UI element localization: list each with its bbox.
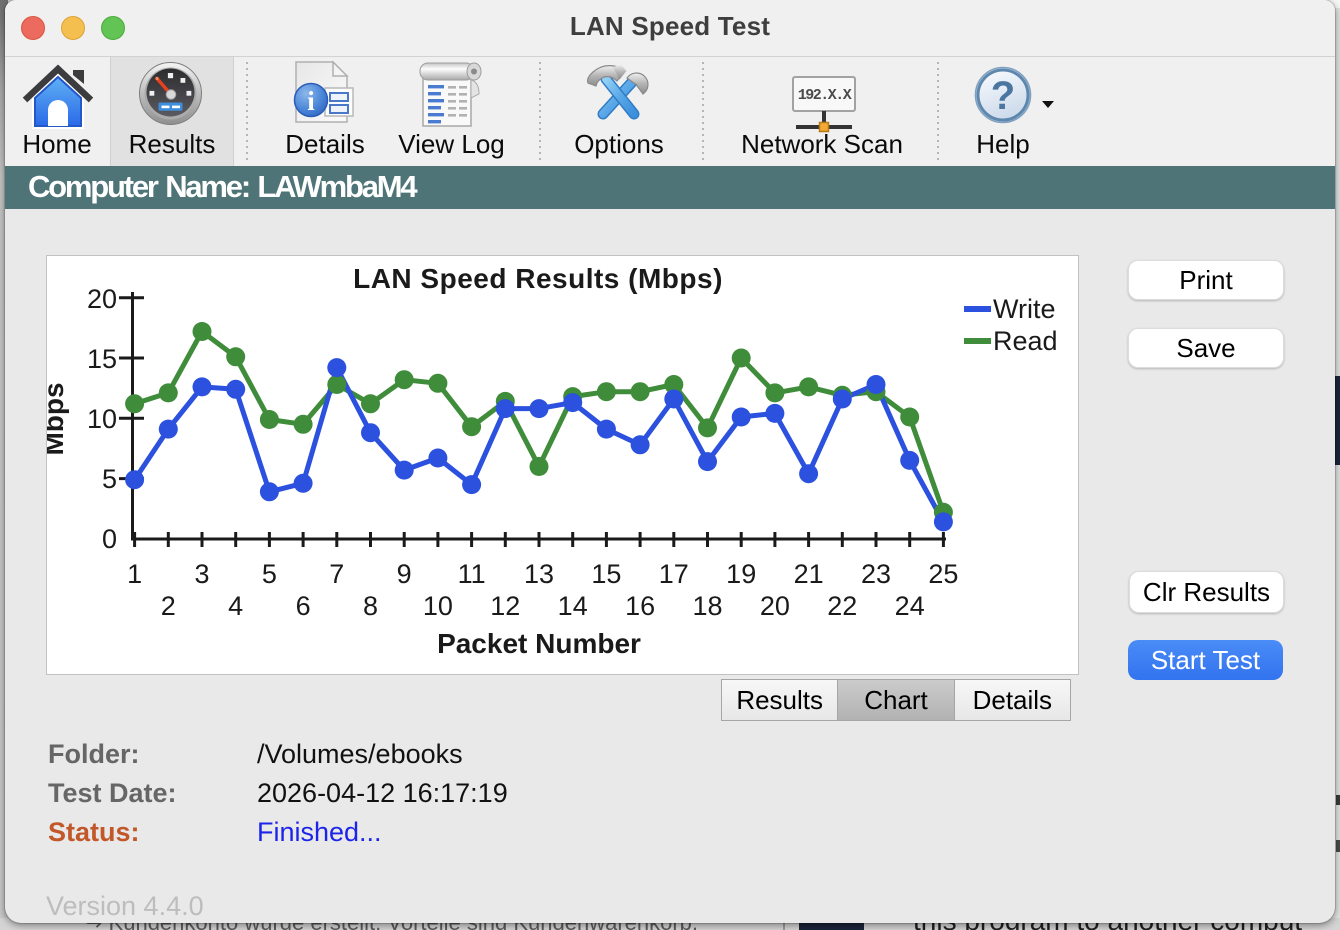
svg-text:13: 13 bbox=[524, 559, 554, 589]
svg-text:17: 17 bbox=[659, 559, 689, 589]
svg-text:?: ? bbox=[991, 74, 1015, 118]
svg-text:24: 24 bbox=[895, 591, 925, 621]
svg-text:0: 0 bbox=[102, 524, 117, 554]
svg-text:5: 5 bbox=[102, 464, 117, 494]
svg-text:18: 18 bbox=[692, 591, 722, 621]
svg-text:22: 22 bbox=[827, 591, 857, 621]
svg-text:192.X.X: 192.X.X bbox=[798, 87, 852, 104]
svg-text:12: 12 bbox=[490, 591, 520, 621]
svg-text:25: 25 bbox=[928, 559, 958, 589]
svg-text:Write: Write bbox=[993, 294, 1056, 324]
svg-text:16: 16 bbox=[625, 591, 655, 621]
svg-text:14: 14 bbox=[558, 591, 588, 621]
svg-text:19: 19 bbox=[726, 559, 756, 589]
svg-text:20: 20 bbox=[760, 591, 790, 621]
svg-text:4: 4 bbox=[228, 591, 243, 621]
svg-text:11: 11 bbox=[458, 559, 486, 589]
svg-text:7: 7 bbox=[329, 559, 344, 589]
svg-text:6: 6 bbox=[296, 591, 311, 621]
svg-text:8: 8 bbox=[363, 591, 378, 621]
svg-text:15: 15 bbox=[591, 559, 621, 589]
svg-text:9: 9 bbox=[397, 559, 412, 589]
svg-text:20: 20 bbox=[87, 284, 117, 314]
svg-text:23: 23 bbox=[861, 559, 891, 589]
svg-text:10: 10 bbox=[423, 591, 453, 621]
svg-text:LAN Speed Results (Mbps): LAN Speed Results (Mbps) bbox=[353, 263, 723, 294]
svg-text:5: 5 bbox=[262, 559, 277, 589]
svg-text:1: 1 bbox=[127, 559, 142, 589]
svg-text:2: 2 bbox=[161, 591, 176, 621]
svg-text:15: 15 bbox=[87, 344, 117, 374]
svg-text:Mbps: Mbps bbox=[47, 382, 69, 455]
svg-text:Read: Read bbox=[993, 326, 1058, 356]
svg-text:Packet Number: Packet Number bbox=[437, 628, 641, 659]
svg-text:3: 3 bbox=[194, 559, 209, 589]
svg-text:21: 21 bbox=[794, 559, 824, 589]
svg-text:10: 10 bbox=[87, 404, 117, 434]
svg-text:i: i bbox=[307, 86, 315, 116]
